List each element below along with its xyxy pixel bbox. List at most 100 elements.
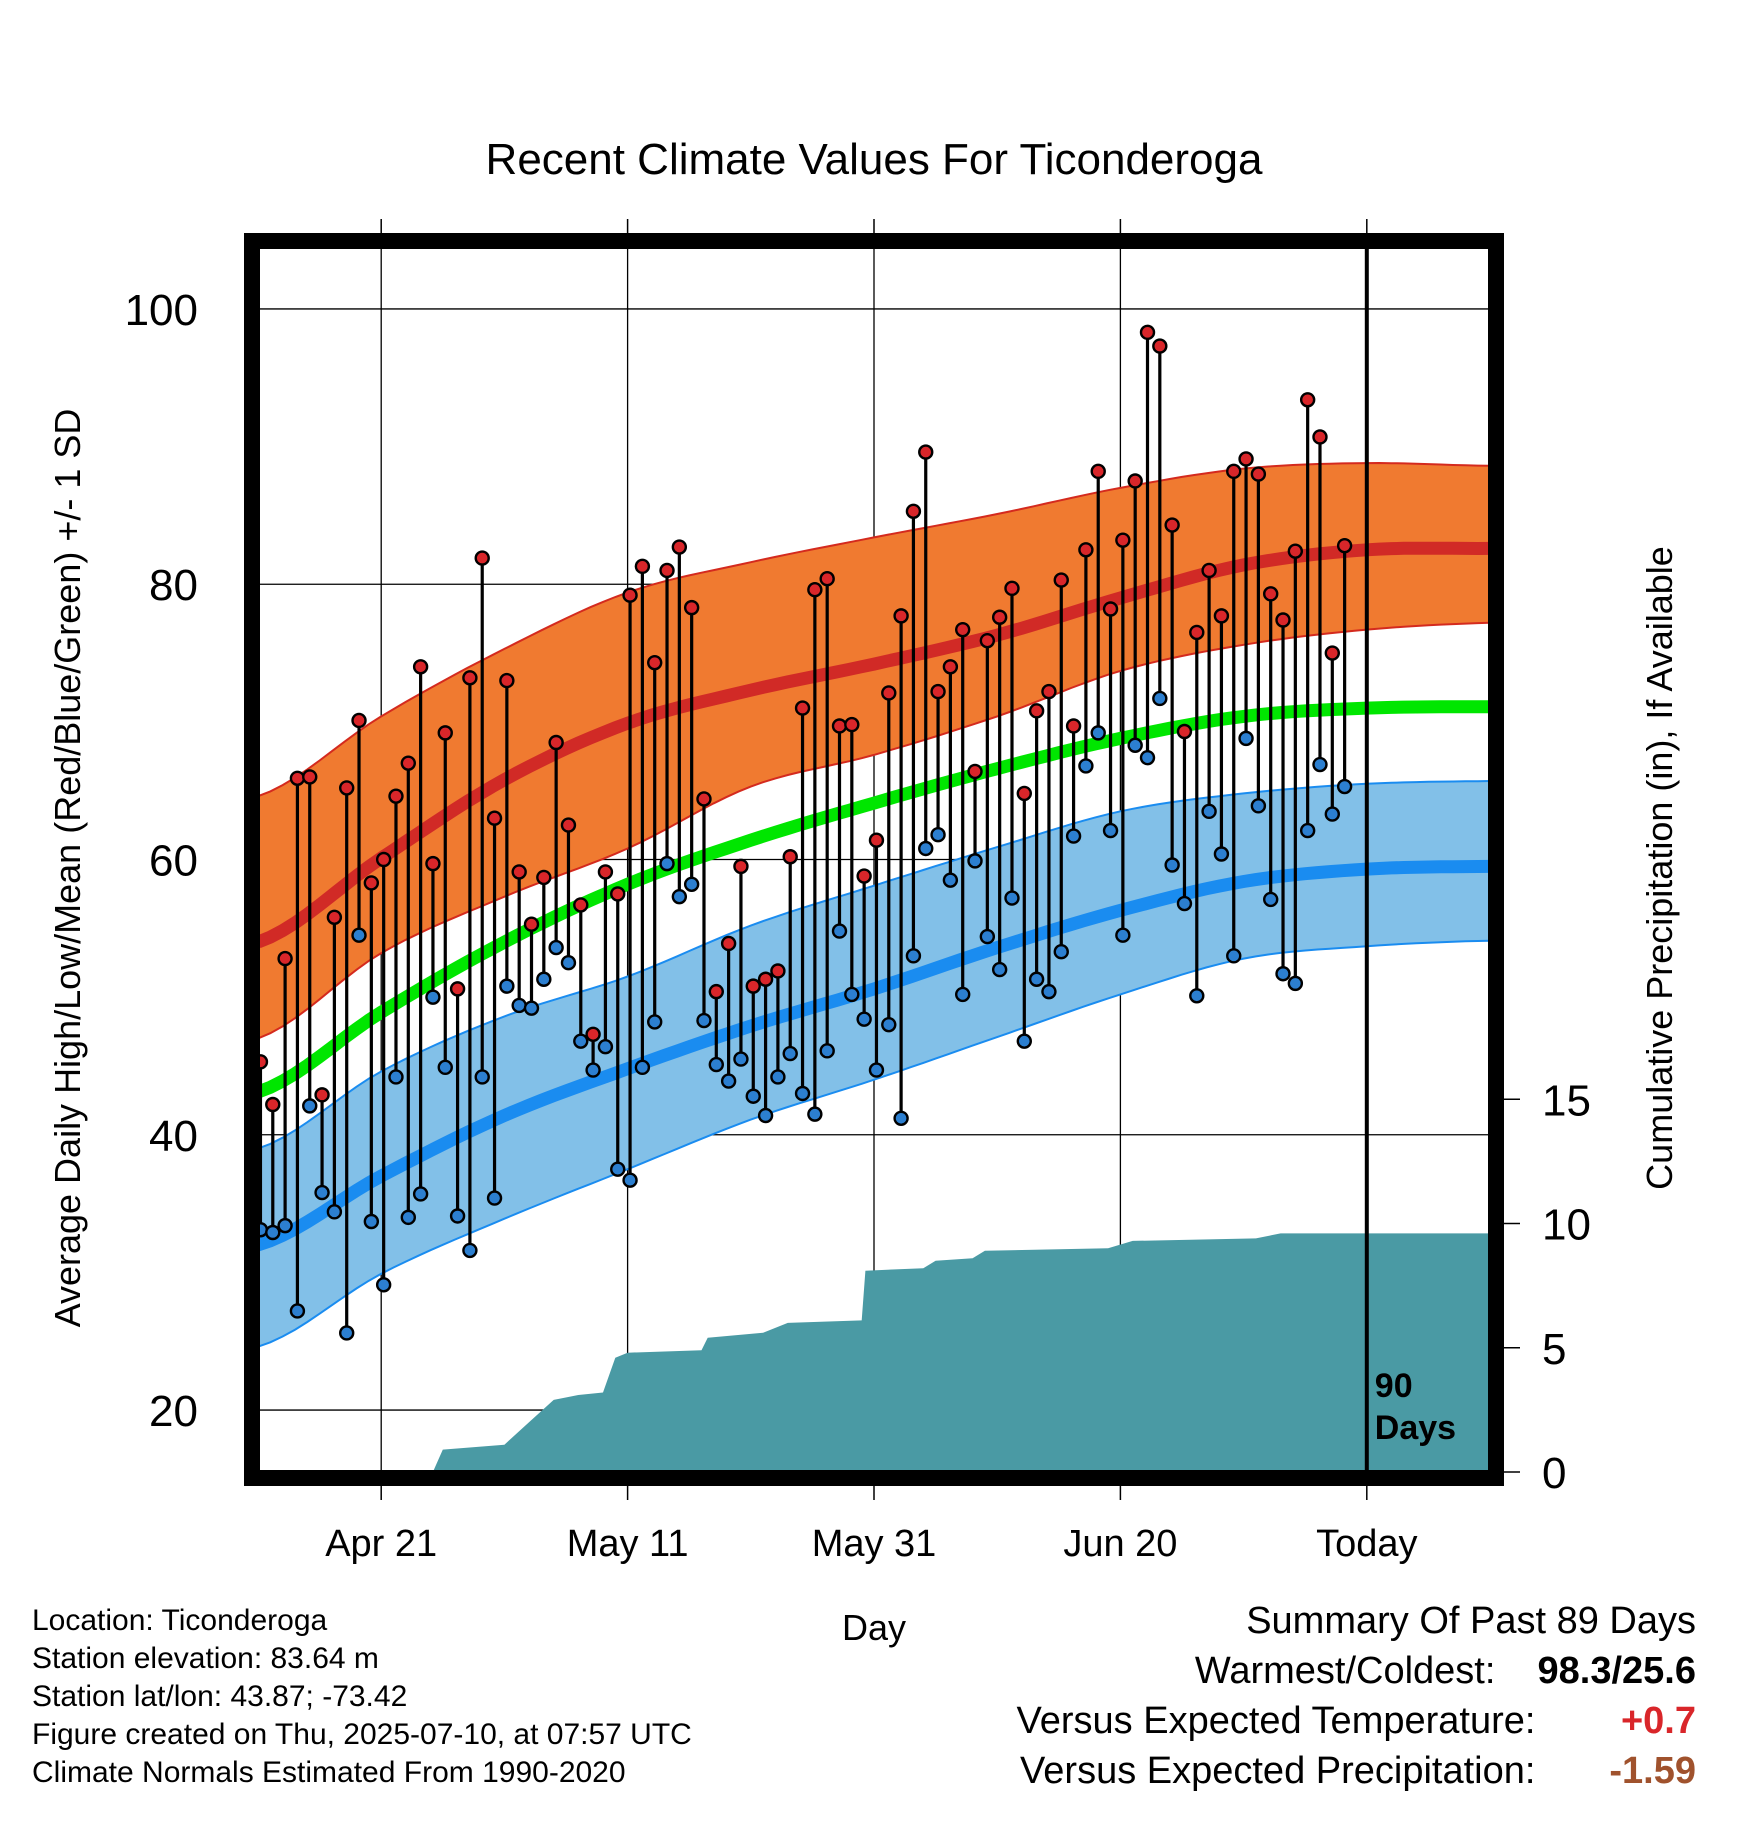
y2-tick-label: 10	[1542, 1201, 1591, 1250]
high-point	[314, 1087, 330, 1103]
low-point	[326, 1204, 343, 1220]
chart-title: Recent Climate Values For Ticonderoga	[486, 135, 1263, 184]
low-point	[486, 1190, 503, 1206]
low-point	[277, 1217, 293, 1234]
expected-precip-label: Versus Expected Precipitation:	[1020, 1750, 1536, 1792]
low-point	[1053, 944, 1069, 960]
high-point	[634, 558, 651, 575]
high-normal-band	[258, 463, 1490, 1039]
high-point	[622, 587, 638, 603]
high-point	[1275, 612, 1291, 628]
warmest-coldest-value: 98.3/25.6	[1537, 1650, 1696, 1692]
low-point	[610, 1161, 626, 1177]
low-point	[1287, 975, 1304, 992]
high-point	[400, 755, 417, 771]
high-point	[868, 832, 885, 848]
high-point	[1226, 463, 1242, 480]
high-point	[967, 763, 983, 780]
summary-title: Summary Of Past 89 Days	[1246, 1600, 1696, 1642]
low-point	[1263, 891, 1279, 908]
low-point	[720, 1073, 737, 1089]
low-point	[967, 853, 983, 869]
low-point	[757, 1107, 774, 1124]
expected-precip-row: Versus Expected Precipitation: -1.59	[796, 1746, 1696, 1796]
high-point	[1250, 466, 1267, 482]
low-point	[955, 986, 971, 1003]
warmest-coldest-row: Warmest/Coldest: 98.3/25.6	[796, 1646, 1696, 1696]
high-point	[757, 971, 774, 987]
high-point	[1213, 608, 1230, 624]
high-point	[277, 950, 293, 967]
low-point	[511, 997, 527, 1014]
low-point	[363, 1213, 380, 1230]
high-point	[1238, 451, 1254, 467]
high-point	[1287, 543, 1304, 559]
low-point	[1078, 758, 1094, 774]
high-point	[893, 608, 909, 624]
low-point	[1299, 822, 1316, 839]
y2-tick-label: 0	[1542, 1449, 1566, 1498]
high-point	[1139, 324, 1156, 341]
high-point	[536, 869, 552, 886]
high-point	[794, 700, 811, 716]
high-point	[905, 503, 922, 519]
high-point	[375, 851, 392, 868]
low-point	[437, 1059, 453, 1076]
high-point	[1115, 532, 1131, 548]
low-point	[1275, 966, 1291, 982]
high-point	[1324, 645, 1341, 661]
low-point	[991, 961, 1008, 978]
high-point	[388, 788, 404, 804]
high-point	[363, 875, 380, 891]
high-point	[831, 718, 848, 734]
low-point	[1090, 725, 1106, 741]
high-point	[856, 868, 872, 884]
y-tick-label: 100	[125, 286, 198, 335]
high-point	[1312, 429, 1328, 445]
high-point	[1263, 586, 1279, 602]
high-point	[326, 909, 343, 926]
low-point	[683, 876, 700, 892]
low-point	[844, 986, 860, 1003]
high-point	[696, 791, 712, 807]
high-point	[979, 632, 996, 649]
low-point	[794, 1085, 811, 1102]
low-point	[1312, 756, 1328, 773]
high-point	[1201, 562, 1217, 579]
station-info: Location: Ticonderoga Station elevation:…	[32, 1602, 852, 1792]
high-point	[585, 1026, 601, 1043]
low-point	[499, 978, 515, 994]
today-days-number: 90	[1375, 1367, 1413, 1405]
low-point	[1004, 890, 1020, 906]
high-point	[610, 886, 626, 902]
high-point	[1053, 572, 1069, 588]
x-tick-label: May 11	[567, 1523, 689, 1565]
high-point	[486, 810, 503, 826]
high-point	[1078, 542, 1094, 558]
high-point	[1336, 537, 1353, 554]
low-point	[856, 1011, 872, 1027]
low-point	[1164, 857, 1180, 873]
high-point	[1176, 723, 1193, 740]
high-point	[918, 444, 934, 460]
high-point	[511, 864, 527, 880]
warmest-coldest-label: Warmest/Coldest:	[1194, 1650, 1496, 1692]
x-tick-label: May 31	[812, 1523, 937, 1565]
low-point	[302, 1098, 318, 1114]
high-point	[881, 685, 897, 701]
high-point	[942, 659, 959, 675]
low-point	[831, 923, 848, 939]
high-point	[647, 654, 663, 671]
high-point	[1028, 703, 1045, 719]
today-days-label: Days	[1375, 1409, 1456, 1447]
high-point	[1090, 463, 1106, 480]
low-point	[1041, 983, 1057, 1000]
low-point	[696, 1012, 712, 1029]
low-point	[1324, 806, 1341, 822]
mean-normal-line	[255, 700, 1491, 1099]
low-point	[1250, 798, 1267, 814]
low-point	[1065, 828, 1082, 844]
low-point	[708, 1056, 725, 1073]
low-point	[930, 827, 946, 843]
